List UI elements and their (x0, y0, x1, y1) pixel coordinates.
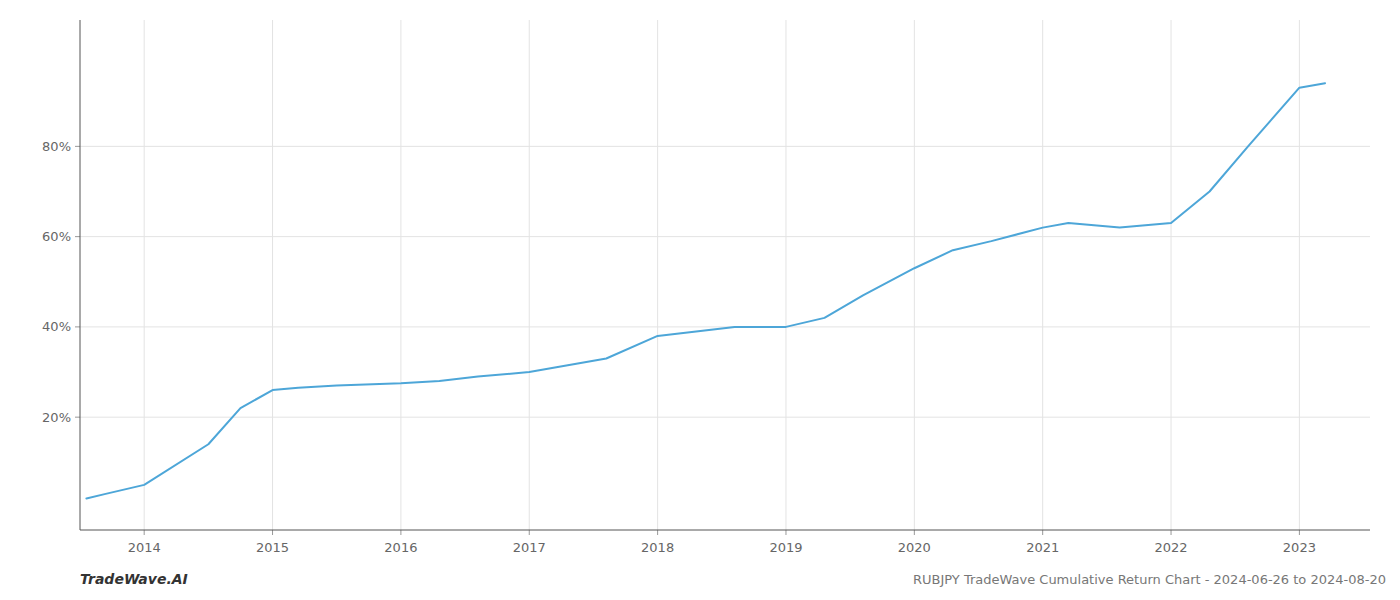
x-grid-line (657, 20, 658, 530)
x-tick-label: 2014 (128, 540, 161, 555)
x-tick-label: 2021 (1026, 540, 1059, 555)
y-grid-line (80, 146, 1370, 147)
x-tick-label: 2017 (513, 540, 546, 555)
axes: 2014 2015 2016 2017 2018 2019 2020 2021 2022 2023… (42, 20, 1370, 555)
y-tick-label: 20% (42, 410, 71, 425)
x-grid-line (785, 20, 786, 530)
y-axis-line (80, 20, 81, 530)
x-tick-label: 2023 (1283, 540, 1316, 555)
x-tick-label: 2019 (769, 540, 802, 555)
y-tick-label: 60% (42, 229, 71, 244)
x-tick-label: 2018 (641, 540, 674, 555)
y-tick (75, 326, 80, 327)
x-grid-line (400, 20, 401, 530)
x-tick (785, 530, 786, 535)
x-tick (1299, 530, 1300, 535)
data-layer (86, 83, 1325, 498)
y-tick-label: 80% (42, 139, 71, 154)
y-tick (75, 146, 80, 147)
x-tick-label: 2022 (1154, 540, 1187, 555)
chart-svg: 2014 2015 2016 2017 2018 2019 2020 2021 2022 2023… (0, 0, 1400, 600)
y-grid-line (80, 417, 1370, 418)
x-tick (144, 530, 145, 535)
y-tick (75, 417, 80, 418)
x-tick-label: 2015 (256, 540, 289, 555)
data-line (86, 83, 1325, 498)
x-tick-label: 2016 (384, 540, 417, 555)
x-axis-line (80, 530, 1370, 531)
x-grid-line (1042, 20, 1043, 530)
y-tick (75, 236, 80, 237)
x-tick (400, 530, 401, 535)
x-tick (272, 530, 273, 535)
watermark: TradeWave.AI (80, 571, 188, 587)
chart-container: 2014 2015 2016 2017 2018 2019 2020 2021 2022 2023… (0, 0, 1400, 600)
background (0, 0, 1400, 600)
x-tick-label: 2020 (898, 540, 931, 555)
x-tick (657, 530, 658, 535)
grid (80, 20, 1370, 530)
x-tick (529, 530, 530, 535)
title: RUBJPY TradeWave Cumulative Return Chart… (913, 572, 1386, 587)
x-grid-line (914, 20, 915, 530)
x-grid-line (1171, 20, 1172, 530)
x-grid-line (144, 20, 145, 530)
y-tick-label: 40% (42, 319, 71, 334)
x-tick (1042, 530, 1043, 535)
x-tick (914, 530, 915, 535)
texts: TradeWave.AI RUBJPY TradeWave Cumulative … (80, 571, 1386, 587)
x-grid-line (272, 20, 273, 530)
x-grid-line (1299, 20, 1300, 530)
x-grid-line (529, 20, 530, 530)
y-grid-line (80, 236, 1370, 237)
x-tick (1171, 530, 1172, 535)
